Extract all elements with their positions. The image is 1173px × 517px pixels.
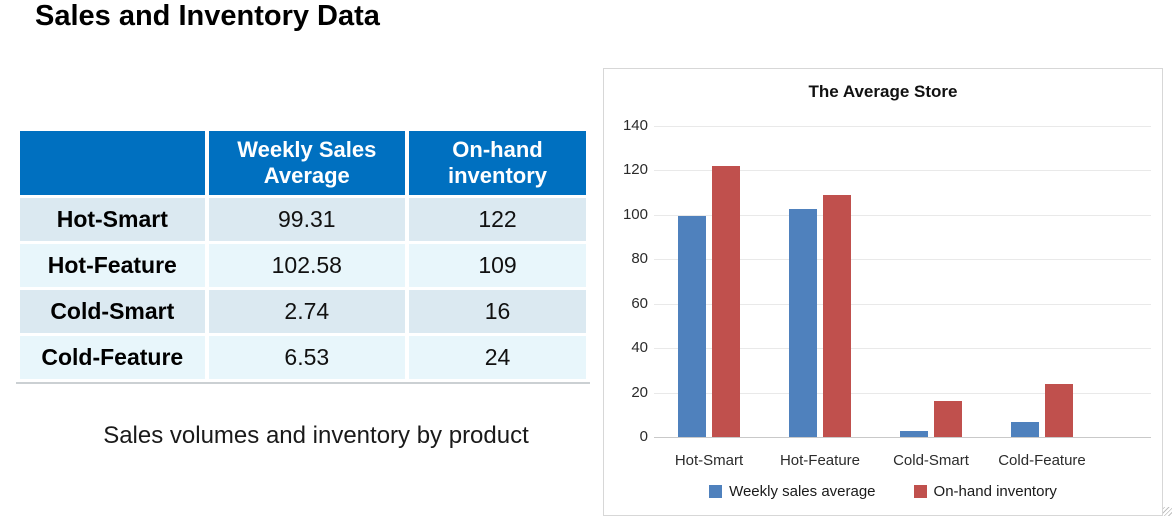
bar-inventory [712,165,740,437]
resize-handle[interactable] [1163,507,1172,516]
value-cell: 109 [409,244,586,287]
y-axis-tick-label: 140 [622,117,648,134]
y-axis-tick-label: 100 [622,205,648,223]
value-cell: 2.74 [208,290,406,333]
row-label-cell: Cold-Smart [20,290,205,333]
value-cell: 102.58 [208,244,406,287]
legend-swatch-icon [913,485,927,498]
gridline [654,259,1151,261]
chart: The Average Store 0 20 40 60 80 100 120 140 Hot-… [603,68,1163,516]
bar-inventory [823,194,851,437]
table-row: Hot-Smart 99.31 122 [20,198,586,241]
x-axis-category-label: Hot-Feature [779,452,861,469]
header-cell-weekly-sales: Weekly Sales Average [208,131,406,195]
row-label-cell: Hot-Feature [20,244,205,287]
table-header-row: Weekly Sales Average On-hand inventory [20,131,586,195]
legend-label: On-hand inventory [933,483,1057,500]
bar-weekly-sales [900,430,928,437]
y-axis-tick-label: 80 [631,250,648,268]
header-cell-inventory: On-hand inventory [409,131,586,195]
chart-title: The Average Store [808,82,958,101]
legend-item: Weekly sales average [709,483,876,500]
x-axis-category-label: Hot-Smart [674,452,744,469]
sales-table-container: Weekly Sales Average On-hand inventory H… [16,128,590,382]
bar-weekly-sales [789,209,817,437]
bar-inventory [934,401,962,437]
table-row: Hot-Feature 102.58 109 [20,244,586,287]
table-row: Cold-Smart 2.74 16 [20,290,586,333]
gridline [654,348,1151,350]
page-title: Sales and Inventory Data [35,0,380,32]
value-cell: 6.53 [208,336,406,379]
x-axis-category-label: Cold-Feature [998,452,1086,469]
table-caption: Sales volumes and inventory by product [103,422,529,449]
y-axis-tick-label: 20 [631,383,648,401]
bar-inventory [1045,383,1073,437]
y-axis-tick-label: 120 [622,161,648,179]
sales-table: Weekly Sales Average On-hand inventory H… [16,128,590,382]
value-cell: 16 [409,290,586,333]
y-axis-tick-label: 40 [631,339,648,357]
y-axis-tick-label: 60 [631,294,648,312]
x-axis-line [654,437,1151,438]
gridline [654,170,1151,172]
row-label-cell: Hot-Smart [20,198,205,241]
legend: Weekly sales average On-hand inventory [604,483,1162,500]
bar-weekly-sales [1011,422,1039,437]
table-row: Cold-Feature 6.53 24 [20,336,586,379]
gridline [654,214,1151,216]
bar-weekly-sales [678,216,706,437]
legend-label: Weekly sales average [729,483,876,500]
x-axis-category-label: Cold-Smart [893,452,969,469]
gridline [654,303,1151,305]
gridline [654,392,1151,394]
value-cell: 122 [409,198,586,241]
header-cell-blank [20,131,205,195]
row-label-cell: Cold-Feature [20,336,205,379]
table-header: Weekly Sales Average On-hand inventory [20,131,586,195]
table-body: Hot-Smart 99.31 122 Hot-Feature 102.58 109 Col… [20,198,586,379]
value-cell: 99.31 [208,198,406,241]
value-cell: 24 [409,336,586,379]
gridline [654,126,1151,127]
y-axis-tick-label: 0 [639,428,648,445]
legend-swatch-icon [709,485,723,498]
legend-item: On-hand inventory [913,483,1057,500]
